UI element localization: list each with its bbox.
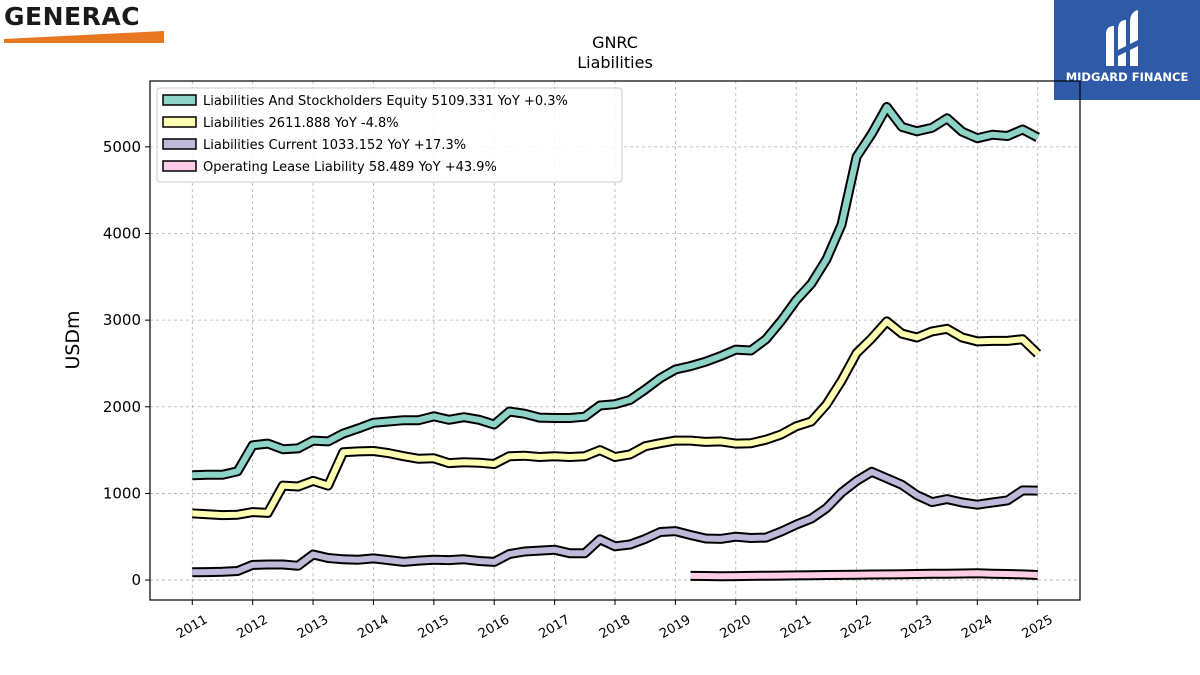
- x-tick-label: 2012: [235, 612, 271, 642]
- generac-logo: GENERAC: [4, 4, 174, 44]
- generac-swoosh-icon: [4, 31, 164, 43]
- x-tick-label: 2013: [295, 612, 331, 642]
- legend-swatch: [162, 160, 197, 172]
- series-lines: [192, 102, 1042, 582]
- x-tick-label: 2020: [718, 612, 754, 642]
- x-tick-label: 2018: [597, 612, 633, 642]
- y-tick-label: 0: [131, 571, 141, 589]
- series-line-0: [192, 104, 1040, 479]
- x-tick-label: 2019: [657, 612, 693, 642]
- x-tick-label: 2016: [476, 612, 512, 642]
- series-line-3: [690, 570, 1038, 580]
- midgard-finance-text: MIDGARD FINANCE: [1065, 70, 1189, 84]
- y-tick-label: 1000: [103, 484, 141, 502]
- x-tick-label: 2024: [959, 612, 995, 642]
- generac-logo-text: GENERAC: [4, 2, 141, 31]
- legend-swatch: [162, 116, 197, 128]
- legend-entry: Liabilities 2611.888 YoY -4.8%: [203, 116, 399, 131]
- x-tick-label: 2014: [355, 612, 391, 642]
- series-line-2: [192, 468, 1038, 576]
- midgard-finance-logo: MIDGARD FINANCE: [1054, 0, 1200, 100]
- x-tick-label: 2017: [536, 612, 572, 642]
- y-tick-label: 4000: [103, 224, 141, 242]
- y-tick-label: 2000: [103, 398, 141, 416]
- x-tick-label: 2022: [838, 612, 874, 642]
- chart-title: GNRC: [592, 33, 638, 52]
- legend-entry: Liabilities And Stockholders Equity 5109…: [203, 94, 568, 109]
- x-tick-label: 2011: [174, 612, 210, 642]
- legend-swatch: [162, 94, 197, 106]
- legend: Liabilities And Stockholders Equity 5109…: [156, 87, 623, 183]
- x-tick-label: 2015: [416, 612, 452, 642]
- series-line-1: [192, 318, 1040, 519]
- chart-subtitle: Liabilities: [577, 53, 653, 72]
- y-axis-label: USDm: [62, 310, 84, 369]
- legend-swatch: [162, 138, 197, 150]
- legend-entry: Liabilities Current 1033.152 YoY +17.3%: [203, 138, 466, 153]
- y-tick-label: 3000: [103, 311, 141, 329]
- x-tick-label: 2021: [778, 612, 814, 642]
- legend-box: [156, 87, 623, 183]
- legend-entry: Operating Lease Liability 58.489 YoY +43…: [203, 160, 497, 175]
- midgard-monogram-icon: [1106, 10, 1142, 66]
- y-tick-label: 5000: [103, 138, 141, 156]
- x-tick-label: 2025: [1020, 612, 1056, 642]
- x-tick-label: 2023: [899, 612, 935, 642]
